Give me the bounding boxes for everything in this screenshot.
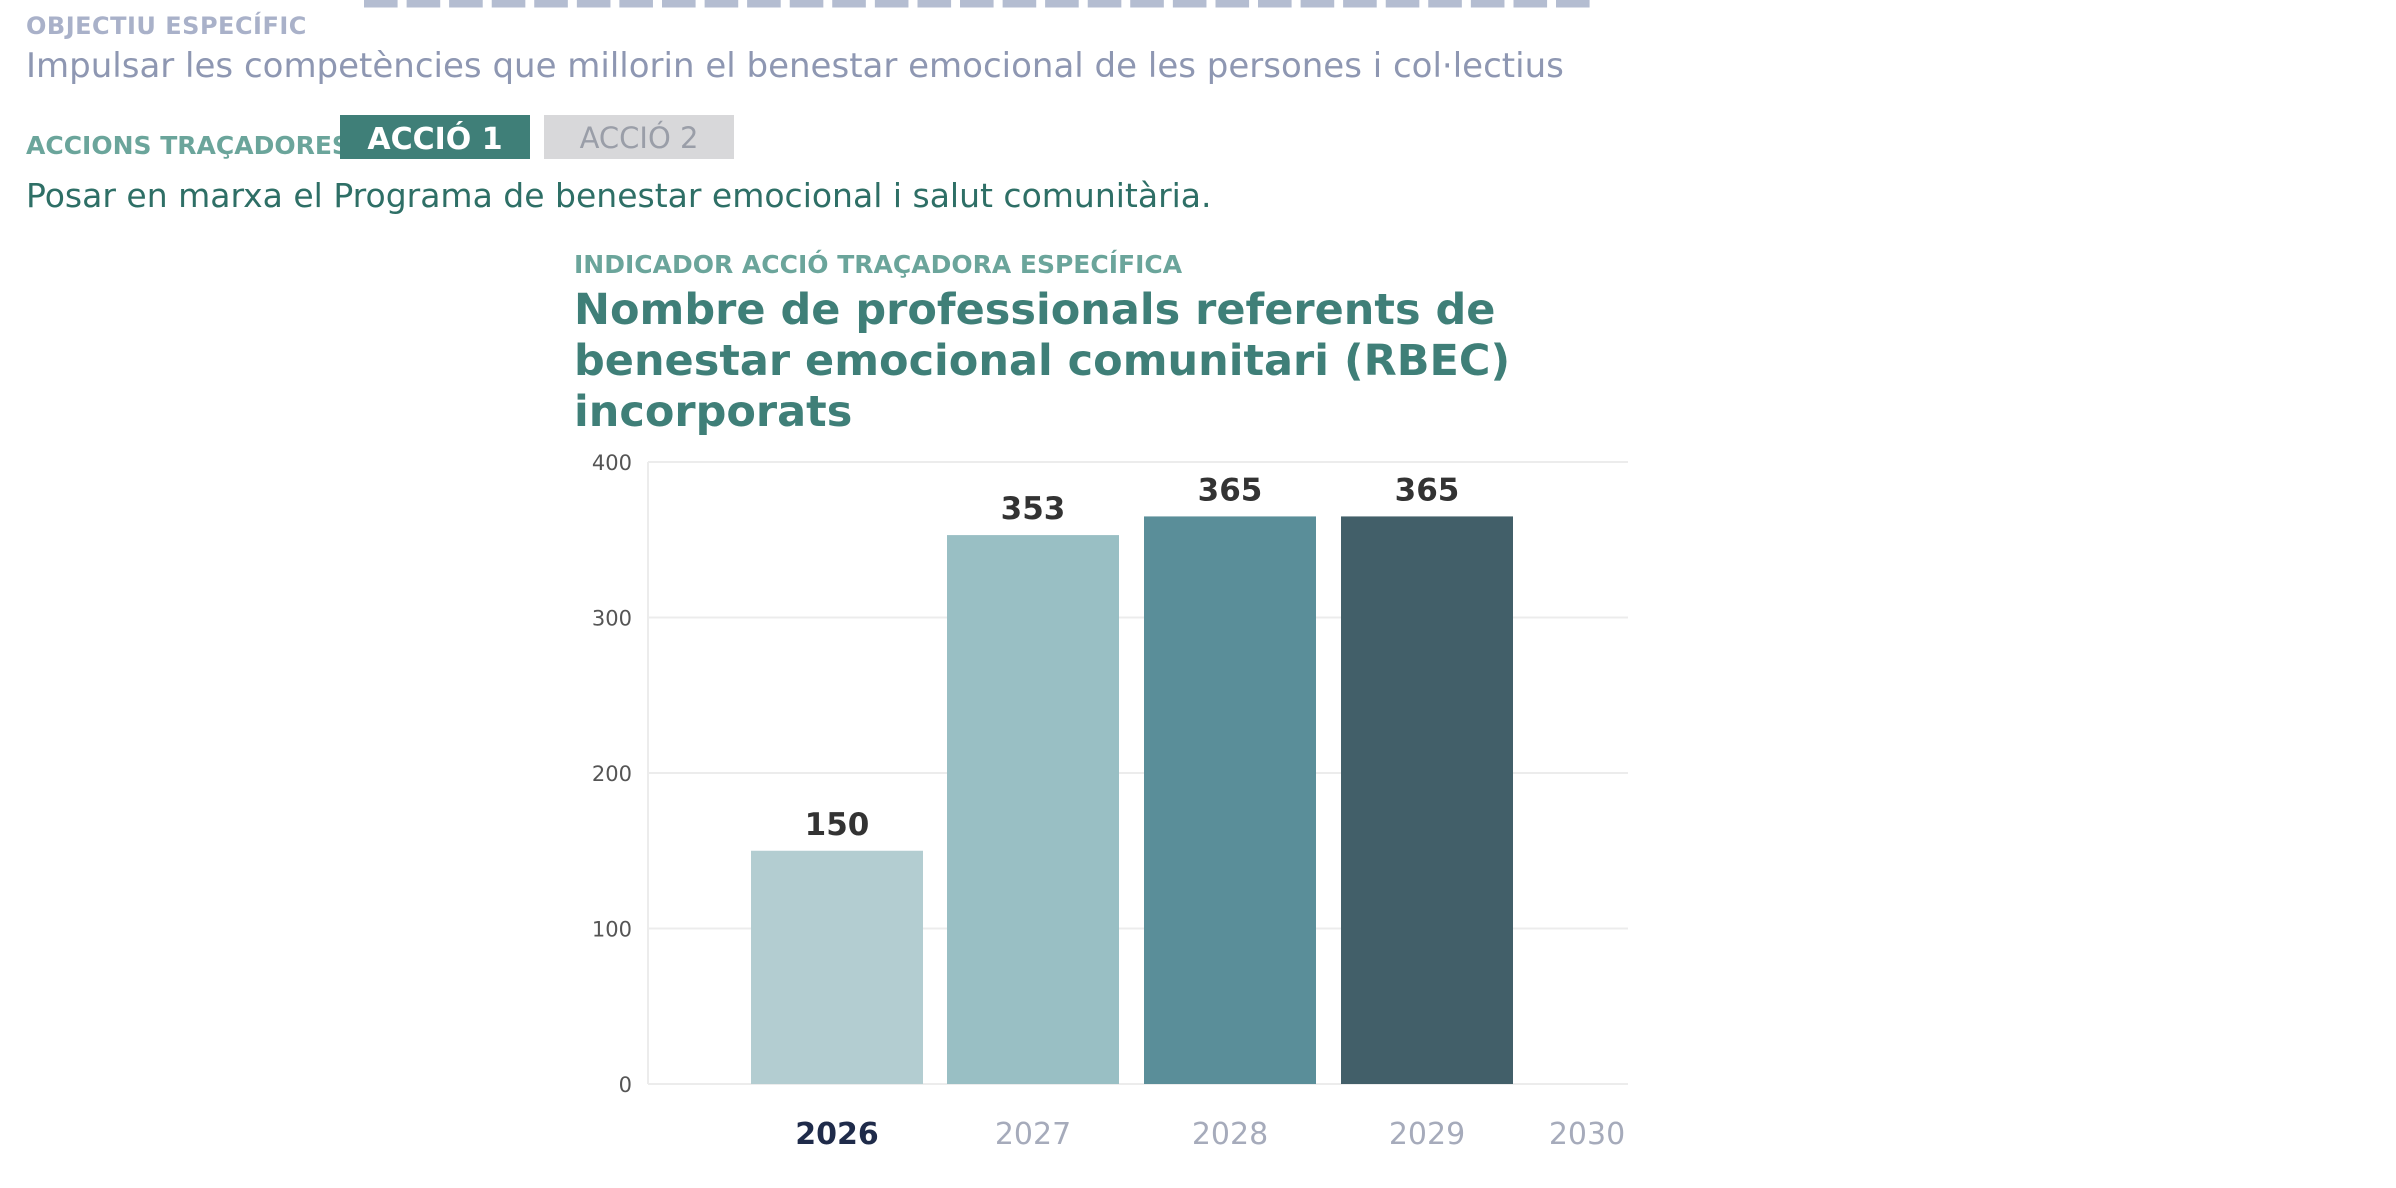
tab-accio-2[interactable]: ACCIÓ 2 [544,115,734,159]
bar [1341,516,1513,1084]
x-tick-label: 2027 [995,1117,1071,1152]
y-tick-label: 400 [592,451,632,475]
y-tick-label: 300 [592,607,632,631]
data-label: 365 [1395,472,1460,508]
bar [947,535,1119,1084]
tab-accio-1[interactable]: ACCIÓ 1 [340,115,530,159]
data-label: 353 [1001,491,1066,527]
y-tick-label: 0 [619,1073,632,1097]
cropped-heading-decoration: ■■■■■■■■■■■■■■■■■■■■■■■■■■■■■ [360,0,1595,13]
objective-label: OBJECTIU ESPECÍFIC [26,12,307,40]
y-tick-label: 200 [592,762,632,786]
action-description: Posar en marxa el Programa de benestar e… [26,176,1212,215]
y-tick-label: 100 [592,918,632,942]
bar [1144,516,1316,1084]
x-tick-label: 2026 [795,1117,879,1152]
bar [751,850,923,1084]
objective-text: Impulsar les competències que millorin e… [26,46,1564,86]
x-tick-label: 2030 [1549,1117,1625,1152]
data-label: 365 [1198,472,1263,508]
x-tick-label: 2028 [1192,1117,1268,1152]
x-tick-label: 2029 [1389,1117,1465,1152]
actions-label: ACCIONS TRAÇADORES [26,131,350,160]
indicator-label: INDICADOR ACCIÓ TRAÇADORA ESPECÍFICA [574,250,1183,279]
chart-title: Nombre de professionals referents de ben… [574,285,1511,437]
data-label: 150 [805,807,870,843]
